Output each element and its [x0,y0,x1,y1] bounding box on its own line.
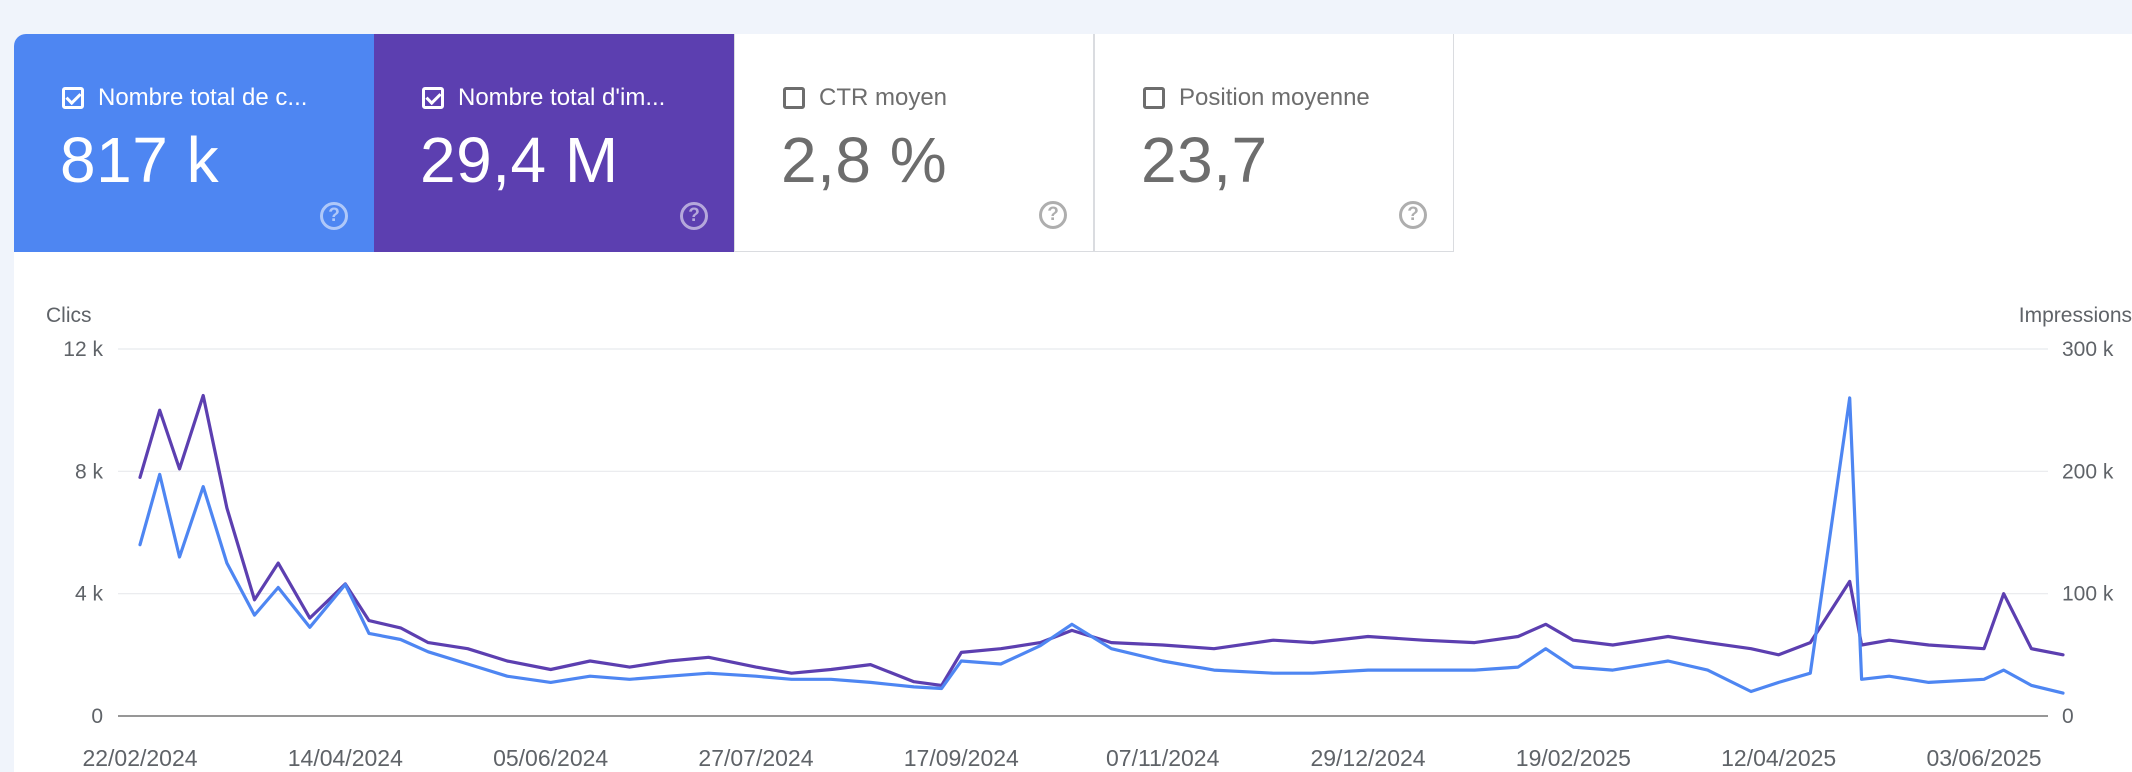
y-right-tick-label: 200 k [2062,460,2114,483]
performance-panel: Nombre total de c... 817 k ? Nombre tota… [14,34,2132,772]
y-right-tick-label: 300 k [2062,338,2114,361]
x-tick-label: 22/02/2024 [82,745,197,771]
metric-card-value: 23,7 [1141,124,1268,196]
y-right-tick-label: 0 [2062,705,2074,728]
metric-card-value: 29,4 M [420,124,619,196]
line-chart: 0 0 4 k 100 k 8 k 200 k 12 k 300 k Clics Impressi… [46,304,2132,771]
y-right-tick-label: 100 k [2062,583,2114,606]
x-tick-label: 03/06/2025 [1926,745,2041,771]
checkbox-unchecked-icon[interactable] [783,87,805,109]
y-left-tick-label: 0 [91,705,103,728]
y-left-axis-title: Clics [46,304,92,327]
x-tick-label: 12/04/2025 [1721,745,1836,771]
checkbox-checked-icon[interactable] [62,87,84,109]
x-tick-label: 17/09/2024 [904,745,1019,771]
metric-card-total-clicks[interactable]: Nombre total de c... 817 k ? [14,34,374,252]
x-tick-label: 14/04/2024 [288,745,403,771]
checkbox-checked-icon[interactable] [422,87,444,109]
checkbox-unchecked-icon[interactable] [1143,87,1165,109]
metric-card-value: 817 k [60,124,220,196]
x-tick-label: 05/06/2024 [493,745,608,771]
help-icon[interactable]: ? [1039,201,1067,229]
y-left-tick-label: 12 k [63,338,103,361]
x-tick-label: 07/11/2024 [1106,745,1220,771]
metric-cards: Nombre total de c... 817 k ? Nombre tota… [14,34,1454,252]
metric-card-average-ctr[interactable]: CTR moyen 2,8 % ? [734,34,1094,252]
metric-card-total-impressions[interactable]: Nombre total d'im... 29,4 M ? [374,34,734,252]
help-icon[interactable]: ? [680,202,708,230]
metric-card-average-position[interactable]: Position moyenne 23,7 ? [1094,34,1454,252]
series-line-impressions [138,393,2065,687]
y-left-tick-label: 8 k [75,460,104,483]
x-tick-label: 27/07/2024 [698,745,813,771]
x-tick-label: 19/02/2025 [1516,745,1631,771]
help-icon[interactable]: ? [320,202,348,230]
y-left-tick-label: 4 k [75,583,104,606]
y-right-axis-title: Impressions [2019,304,2132,327]
metric-card-value: 2,8 % [781,124,948,196]
series-line-clicks [138,396,2065,695]
help-icon[interactable]: ? [1399,201,1427,229]
x-tick-label: 29/12/2024 [1310,745,1425,771]
